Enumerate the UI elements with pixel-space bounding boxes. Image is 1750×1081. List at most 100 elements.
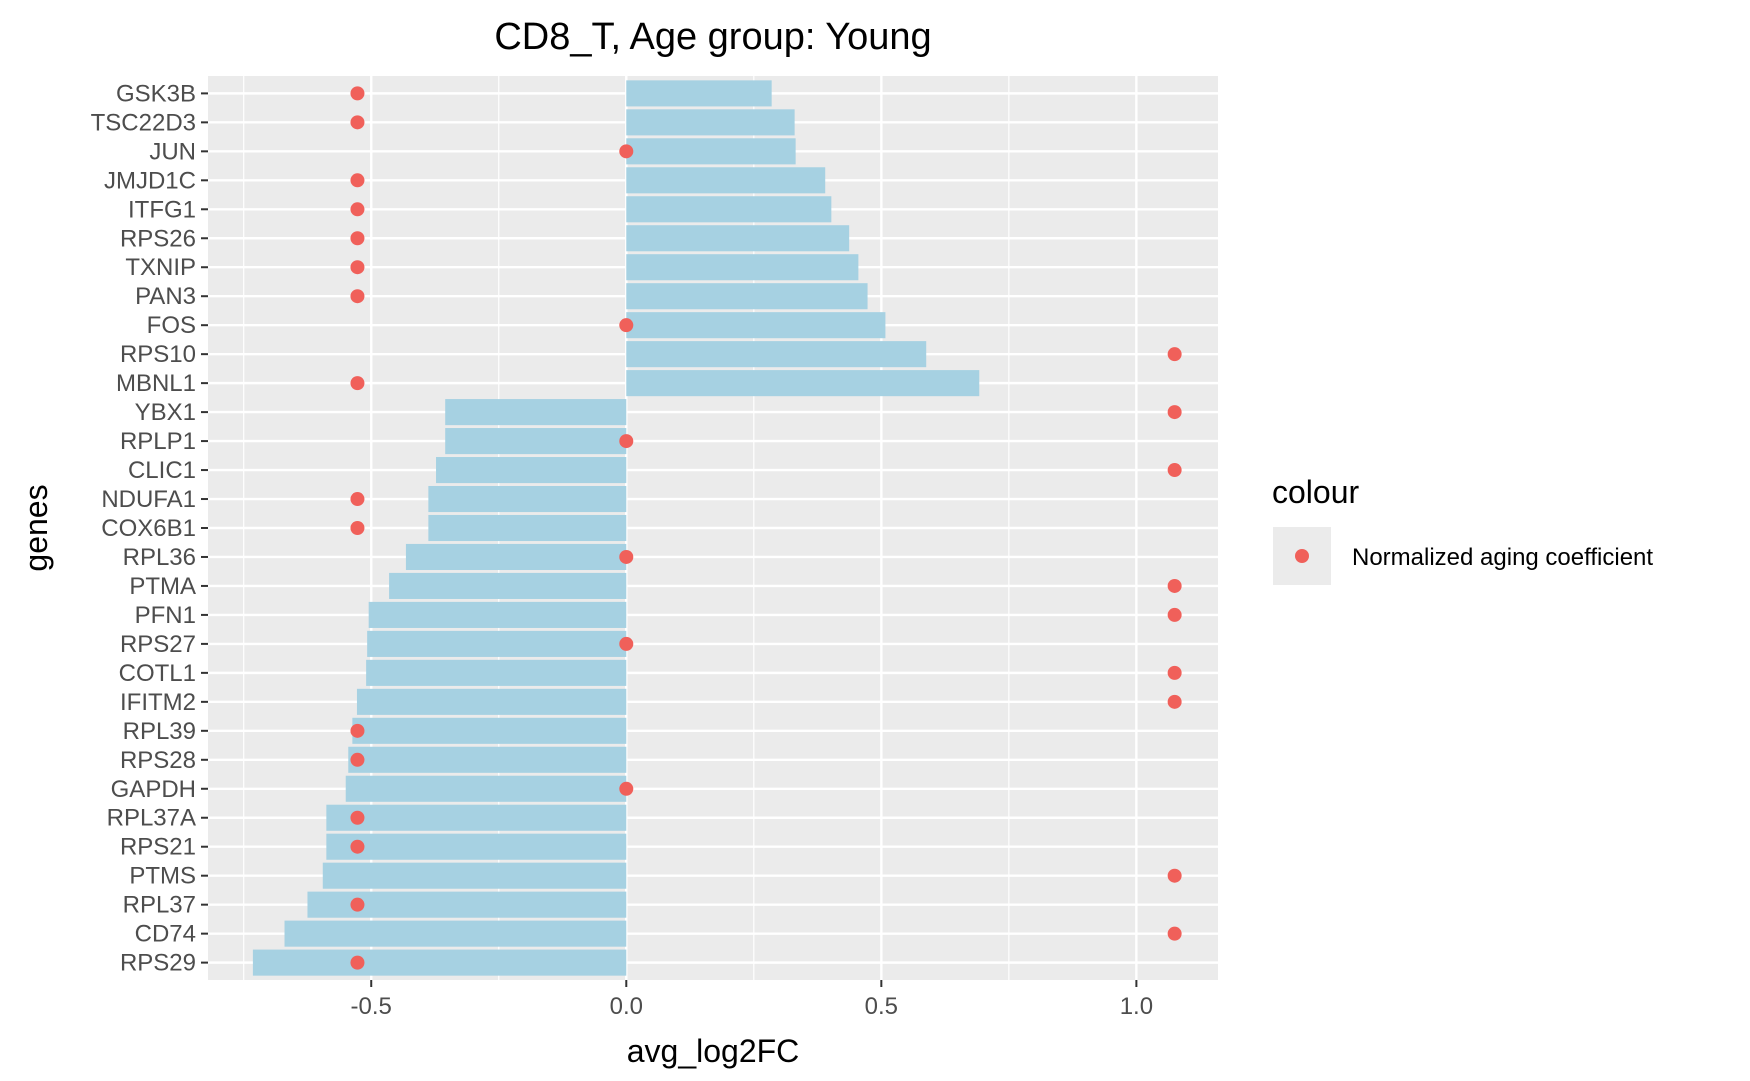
x-tick-label: 0.0	[610, 993, 643, 1020]
y-tick-label: CD74	[135, 921, 196, 948]
point-RPS26	[350, 231, 365, 246]
y-axis-title: genes	[18, 484, 54, 571]
y-tick-label: NDUFA1	[101, 486, 196, 513]
bar-RPLP1	[445, 428, 627, 455]
point-PTMS	[1167, 868, 1182, 883]
bar-RPL36	[405, 543, 627, 571]
bar-PAN3	[626, 283, 868, 310]
y-tick-label: RPL37A	[107, 805, 196, 832]
points	[350, 86, 1182, 970]
y-tick-label: PTMA	[129, 573, 196, 600]
point-JUN	[619, 144, 634, 159]
y-tick-label: IFITM2	[120, 689, 196, 716]
bar-CLIC1	[436, 457, 627, 484]
y-tick-label: PFN1	[135, 602, 196, 629]
bar-RPL39	[352, 717, 627, 744]
bar-COX6B1	[428, 514, 627, 542]
bar-FOS	[626, 312, 886, 339]
point-JMJD1C	[350, 173, 365, 188]
bar-YBX1	[445, 399, 627, 426]
legend: colour Normalized aging coefficient	[1272, 474, 1653, 585]
y-tick-label: TSC22D3	[91, 109, 196, 136]
point-PAN3	[350, 289, 365, 304]
x-axis-title: avg_log2FC	[627, 1033, 800, 1069]
point-RPS27	[619, 636, 634, 651]
bar-NDUFA1	[428, 485, 627, 513]
point-RPS21	[350, 839, 365, 854]
point-NDUFA1	[350, 492, 365, 507]
y-tick-label: RPS10	[120, 341, 196, 368]
y-tick-label: MBNL1	[116, 370, 196, 397]
bar-RPS27	[367, 630, 627, 657]
point-RPL37	[350, 897, 365, 912]
point-FOS	[619, 318, 634, 333]
y-tick-label: COX6B1	[101, 515, 196, 542]
bar-CD74	[284, 920, 627, 947]
x-tick-label: -0.5	[351, 993, 392, 1020]
point-MBNL1	[350, 376, 365, 391]
y-tick-label: JMJD1C	[104, 167, 196, 194]
bar-COTL1	[366, 659, 627, 686]
bar-RPS26	[626, 225, 850, 252]
y-tick-label: RPS26	[120, 225, 196, 252]
bar-RPS10	[626, 341, 927, 368]
bar-JUN	[626, 138, 796, 165]
bar-PTMS	[322, 862, 627, 889]
y-tick-label: ITFG1	[128, 196, 196, 223]
bar-ITFG1	[626, 196, 832, 223]
point-IFITM2	[1167, 694, 1182, 709]
point-RPL39	[350, 723, 365, 738]
legend-title: colour	[1272, 474, 1360, 510]
bar-GAPDH	[345, 775, 627, 802]
bar-RPS21	[326, 833, 627, 860]
point-GSK3B	[350, 86, 365, 101]
bar-IFITM2	[356, 688, 627, 715]
y-tick-label: RPS21	[120, 834, 196, 861]
x-axis: -0.5 0.0 0.5 1.0	[351, 980, 1153, 1020]
bar-PTMA	[389, 572, 627, 599]
point-YBX1	[1167, 405, 1182, 420]
point-TXNIP	[350, 260, 365, 275]
point-PFN1	[1167, 607, 1182, 622]
x-tick-label: 0.5	[865, 993, 898, 1020]
bar-RPS29	[252, 949, 627, 976]
bar-PFN1	[368, 601, 627, 628]
y-tick-label: GAPDH	[111, 776, 196, 803]
point-RPS29	[350, 955, 365, 970]
y-tick-label: YBX1	[135, 399, 196, 426]
bars	[252, 80, 980, 976]
point-RPS10	[1167, 347, 1182, 362]
bar-RPL37A	[326, 804, 627, 831]
bar-MBNL1	[626, 370, 980, 397]
bar-RPS28	[348, 746, 627, 773]
y-tick-label: RPL39	[123, 718, 196, 745]
point-COX6B1	[350, 521, 365, 535]
y-axis: GSK3BTSC22D3JUNJMJD1CITFG1RPS26TXNIPPAN3…	[91, 80, 208, 977]
point-ITFG1	[350, 202, 365, 217]
legend-label: Normalized aging coefficient	[1352, 544, 1653, 571]
y-tick-label: RPS27	[120, 631, 196, 658]
bar-JMJD1C	[626, 167, 826, 194]
y-tick-label: RPS28	[120, 747, 196, 774]
y-tick-label: PAN3	[135, 283, 196, 310]
y-tick-label: CLIC1	[128, 457, 196, 484]
point-COTL1	[1167, 665, 1182, 680]
point-CLIC1	[1167, 463, 1182, 478]
point-TSC22D3	[350, 115, 365, 130]
y-tick-label: RPL37	[123, 892, 196, 919]
point-PTMA	[1167, 578, 1182, 593]
x-tick-label: 1.0	[1120, 993, 1153, 1020]
chart-title: CD8_T, Age group: Young	[494, 16, 931, 58]
y-tick-label: GSK3B	[116, 80, 196, 107]
bar-GSK3B	[626, 80, 772, 107]
y-tick-label: RPL36	[123, 544, 196, 571]
point-GAPDH	[619, 781, 634, 796]
point-RPLP1	[619, 434, 634, 449]
y-tick-label: TXNIP	[125, 254, 196, 281]
legend-key-point	[1295, 549, 1309, 563]
bar-TSC22D3	[626, 109, 795, 136]
y-tick-label: FOS	[147, 312, 196, 339]
y-tick-label: RPS29	[120, 950, 196, 977]
point-RPS28	[350, 752, 365, 767]
